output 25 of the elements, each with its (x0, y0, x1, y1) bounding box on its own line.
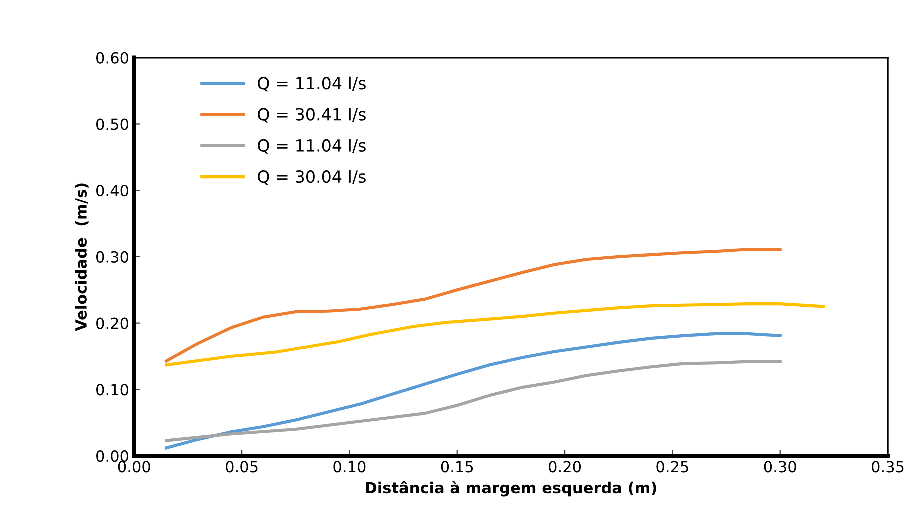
x-tick-label: 0.10 (334, 461, 366, 473)
legend-label: Q = 11.04 l/s (258, 139, 366, 154)
line-series (165, 332, 782, 450)
y-tick-label: 0.60 (96, 52, 129, 64)
y-tick-label: 0.00 (96, 450, 129, 462)
y-tick-label: 0.30 (96, 251, 129, 263)
x-axis-title: Distância à margem esquerda (m) (366, 481, 656, 497)
y-tick-label: 0.20 (96, 318, 129, 330)
line-series (165, 360, 782, 442)
legend-label: Q = 30.04 l/s (258, 170, 366, 186)
line-series (165, 248, 782, 363)
y-tick-label: 0.10 (96, 384, 129, 396)
x-tick-label: 0.25 (656, 461, 688, 473)
x-tick-label: 0.35 (872, 461, 904, 473)
line-series (165, 302, 825, 367)
legend-label: Q = 30.41 l/s (258, 108, 366, 123)
y-tick-label: 0.40 (96, 185, 129, 197)
x-tick-label: 0.05 (226, 461, 258, 473)
x-tick-label: 0.20 (549, 461, 582, 473)
y-tick-label: 0.50 (96, 118, 129, 130)
x-tick-label: 0.30 (764, 461, 796, 473)
y-axis-title: Velocidade (m/s) (75, 184, 89, 332)
x-tick-label: 0.15 (441, 461, 474, 473)
x-tick-label: 0.00 (118, 461, 150, 473)
legend-label: Q = 11.04 l/s (258, 76, 366, 92)
